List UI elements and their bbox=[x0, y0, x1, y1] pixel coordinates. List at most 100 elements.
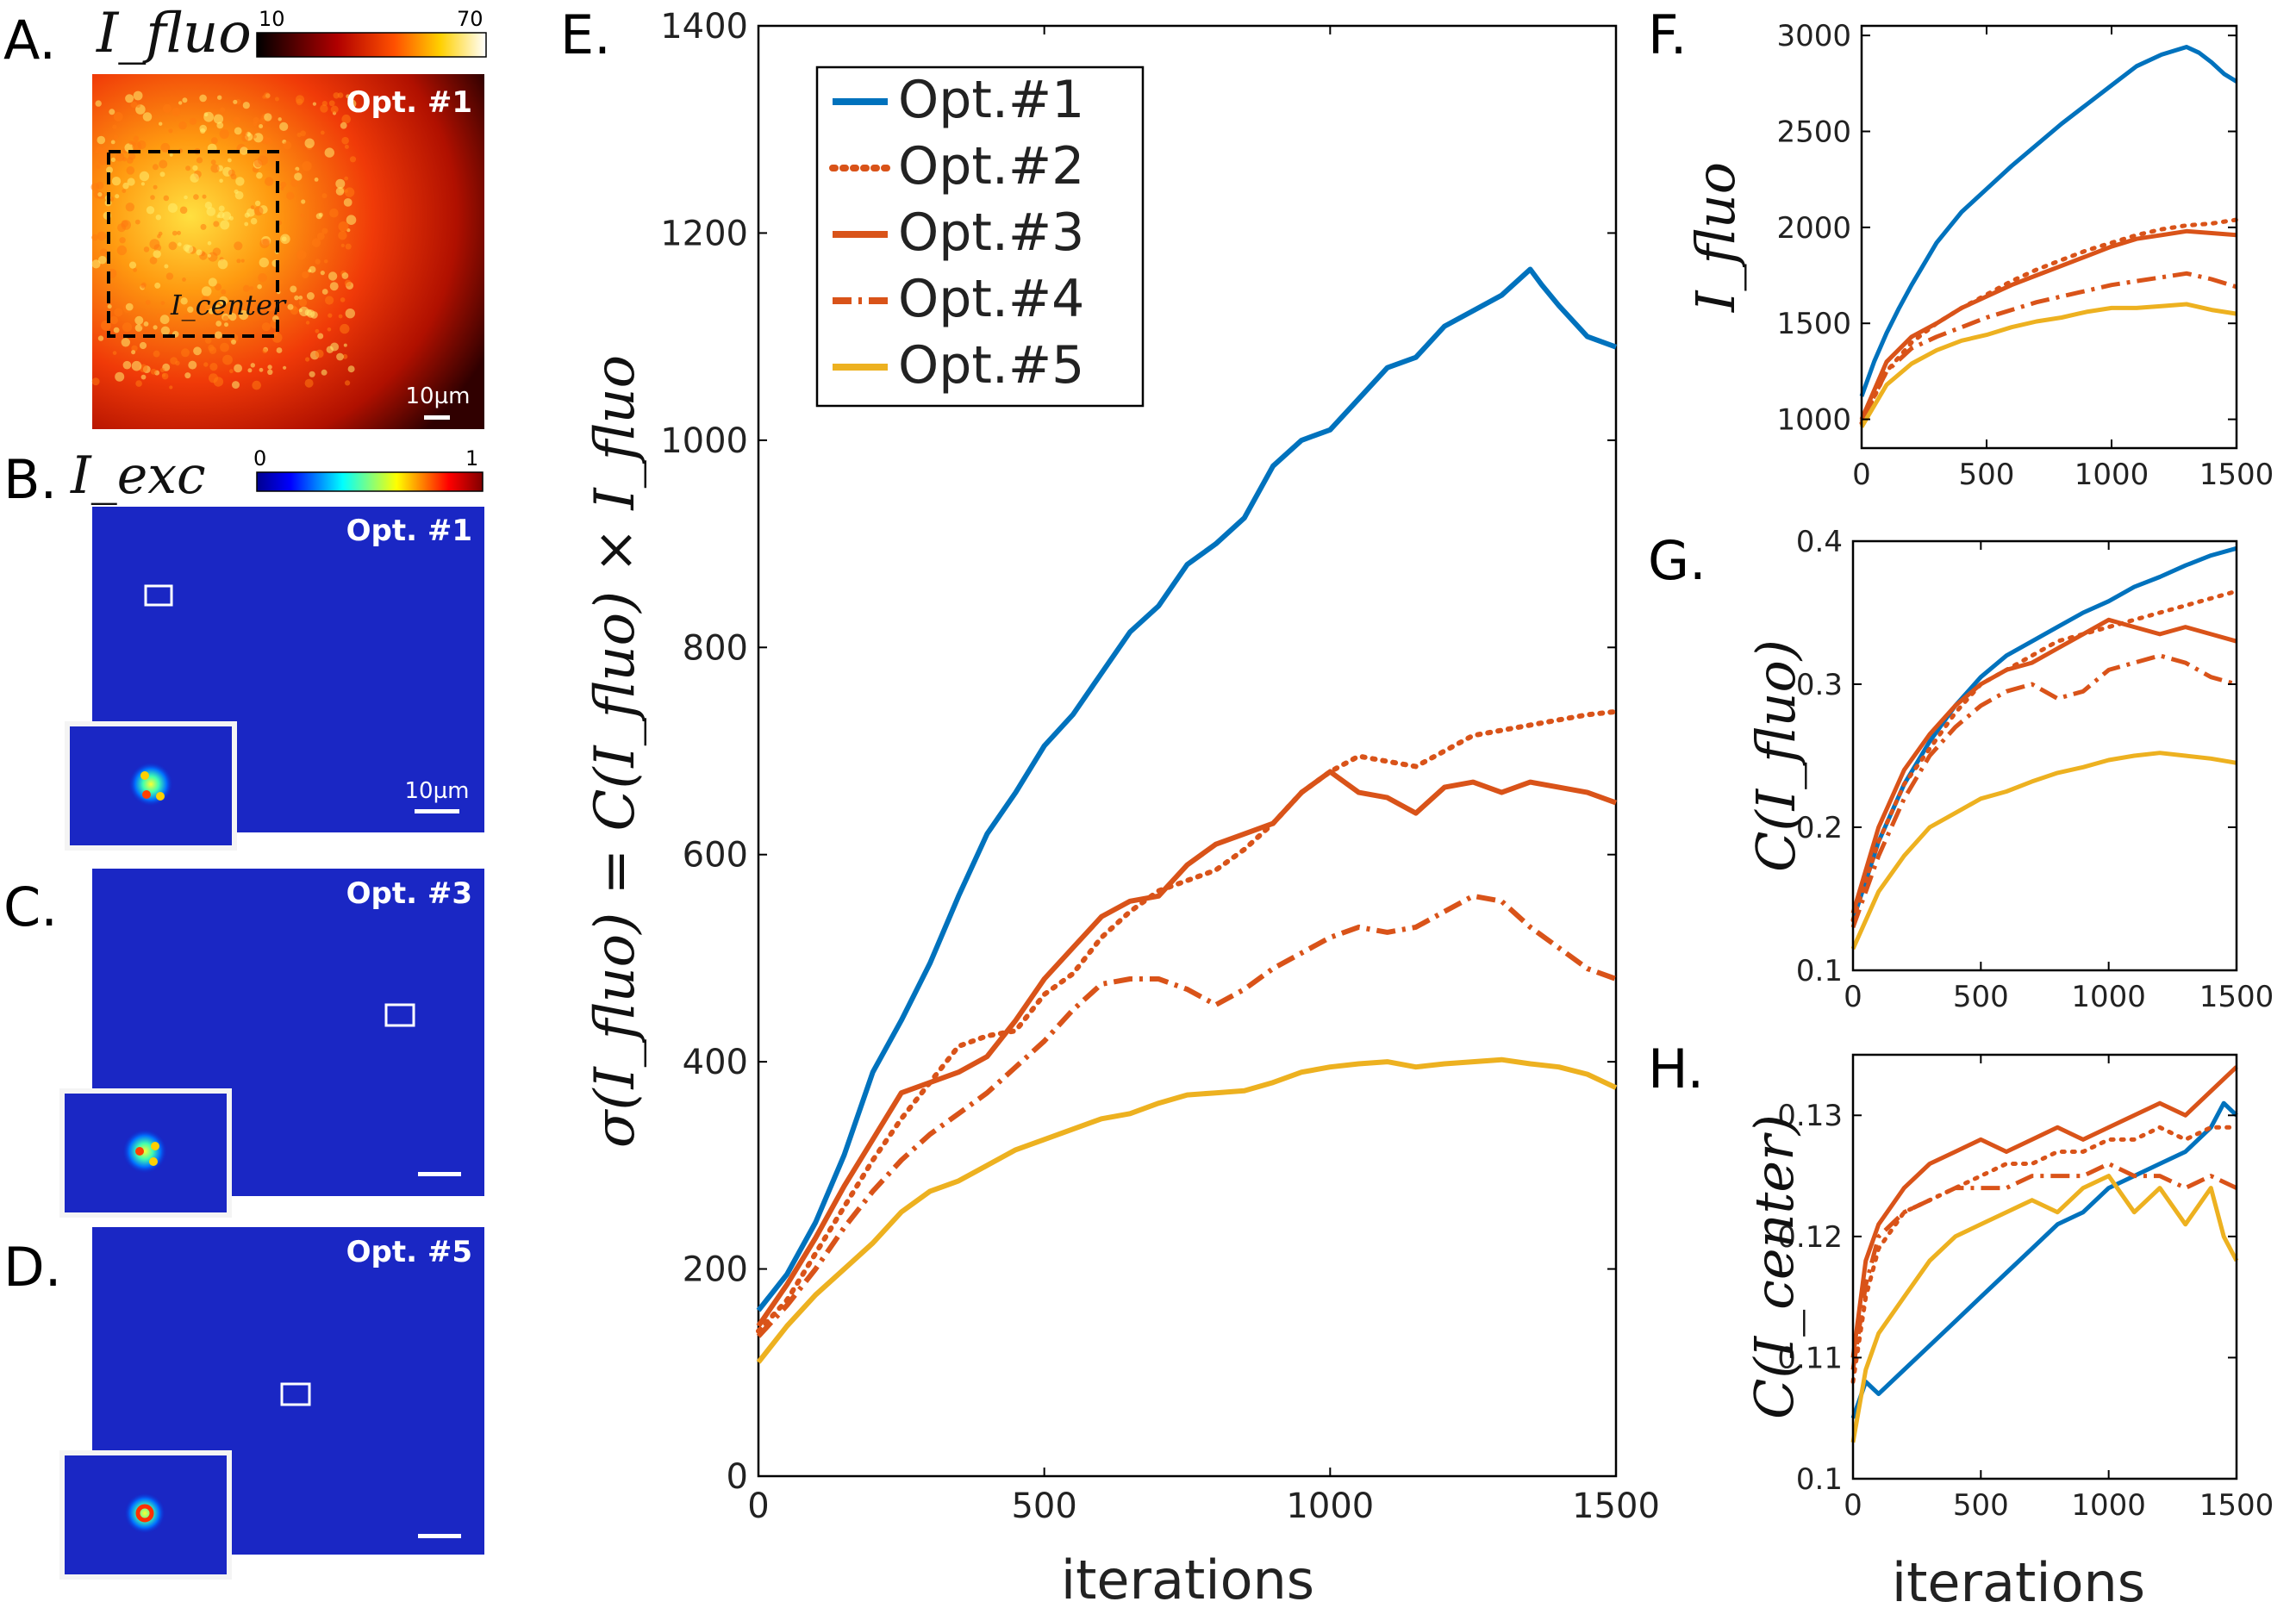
h-ylabel: C(I_center) bbox=[1743, 1114, 1806, 1419]
a-speckle-dot bbox=[283, 140, 292, 150]
e-ytick-label: 200 bbox=[683, 1250, 748, 1290]
a-speckle-dot bbox=[343, 198, 353, 207]
a-speckle-dot bbox=[259, 257, 269, 268]
a-speckle-dot bbox=[213, 114, 224, 124]
f-ytick-label: 2500 bbox=[1776, 115, 1851, 149]
a-speckle-dot bbox=[113, 112, 123, 122]
a-speckle-dot bbox=[139, 341, 147, 350]
a-speckle-dot bbox=[162, 103, 172, 113]
a-speckle-dot bbox=[338, 221, 349, 232]
a-speckle-dot bbox=[140, 284, 146, 290]
e-xtick-label: 1500 bbox=[1572, 1486, 1660, 1526]
a-speckle-dot bbox=[341, 272, 349, 279]
d-scalebar bbox=[418, 1534, 461, 1538]
a-speckle-dot bbox=[242, 284, 250, 292]
f-series-opt4 bbox=[1859, 271, 2237, 422]
a-speckle-dot bbox=[262, 238, 271, 246]
a-speckle-dot bbox=[167, 203, 178, 213]
a-speckle-dot bbox=[209, 363, 218, 371]
a-image-label: I_fluo bbox=[96, 2, 252, 65]
a-speckle-dot bbox=[142, 112, 153, 122]
a-speckle-dot bbox=[320, 271, 325, 276]
f-series-opt1 bbox=[1859, 45, 2238, 397]
f-xtick-label: 0 bbox=[1852, 458, 1871, 492]
a-speckle-dot bbox=[155, 215, 161, 221]
a-roi-label: I_center bbox=[170, 289, 287, 321]
a-speckle-dot bbox=[309, 265, 316, 273]
a-speckle-dot bbox=[344, 189, 348, 193]
a-speckle-dot bbox=[246, 208, 255, 217]
g-plot-frame bbox=[1851, 539, 2238, 972]
e-series-opt2 bbox=[756, 708, 1619, 1334]
a-speckle-dot bbox=[296, 250, 307, 260]
a-speckle-dot bbox=[347, 99, 357, 109]
e-series-opt5 bbox=[756, 1056, 1618, 1364]
c-scalebar bbox=[418, 1172, 461, 1176]
a-speckle-dot bbox=[134, 219, 140, 225]
e-plot-frame bbox=[757, 24, 1618, 1478]
a-speckle-dot bbox=[135, 380, 142, 387]
h-series-opt3 bbox=[1850, 1065, 2238, 1358]
a-speckle-dot bbox=[250, 205, 255, 209]
f-series-opt3 bbox=[1859, 228, 2237, 421]
a-speckle-dot bbox=[131, 350, 136, 355]
e-xlabel: iterations bbox=[1061, 1549, 1314, 1608]
a-speckle-dot bbox=[287, 303, 294, 310]
a-speckle-dot bbox=[110, 140, 115, 145]
a-speckle-dot bbox=[143, 321, 149, 327]
h-series-opt1 bbox=[1850, 1100, 2238, 1419]
a-speckle-dot bbox=[295, 95, 305, 104]
a-colorbar-min: 10 bbox=[259, 7, 285, 31]
d-opt-tag: Opt. #5 bbox=[346, 1235, 472, 1269]
a-speckle-dot bbox=[97, 135, 106, 145]
a-speckle-dot bbox=[217, 95, 222, 100]
a-speckle-dot bbox=[208, 344, 215, 352]
panel-label-a: A. bbox=[3, 9, 56, 72]
legend-label-opt3: Opt.#3 bbox=[898, 203, 1084, 263]
a-speckle-dot bbox=[276, 347, 283, 353]
a-speckle-dot bbox=[256, 171, 263, 179]
f-series-opt2 bbox=[1859, 217, 2239, 426]
a-speckle-dot bbox=[267, 365, 272, 370]
a-speckle-dot bbox=[212, 247, 221, 256]
a-speckle-dot bbox=[156, 314, 161, 318]
a-speckle-dot bbox=[200, 223, 207, 230]
a-speckle-dot bbox=[179, 206, 188, 215]
h-xtick-label: 0 bbox=[1844, 1488, 1862, 1523]
a-speckle-dot bbox=[290, 179, 298, 187]
a-speckle-dot bbox=[329, 282, 339, 291]
a-speckle-dot bbox=[305, 357, 310, 362]
a-speckle-dot bbox=[146, 206, 155, 215]
g-ytick-label: 0.2 bbox=[1796, 811, 1843, 845]
a-speckle-dot bbox=[160, 326, 171, 335]
a-speckle-dot bbox=[187, 306, 194, 313]
a-speckle-dot bbox=[254, 200, 261, 207]
a-speckle-dot bbox=[253, 116, 259, 123]
a-speckle-dot bbox=[320, 130, 325, 135]
e-xtick-label: 500 bbox=[1011, 1486, 1076, 1526]
a-speckle-dot bbox=[341, 136, 349, 145]
a-speckle-dot bbox=[165, 272, 174, 280]
a-speckle-dot bbox=[113, 327, 120, 333]
f-plot-frame bbox=[1860, 24, 2238, 450]
a-speckle-dot bbox=[280, 181, 287, 188]
a-speckle-dot bbox=[161, 372, 169, 380]
a-speckle-dot bbox=[253, 159, 263, 168]
a-speckle-dot bbox=[345, 380, 351, 386]
h-xtick-label: 1500 bbox=[2199, 1488, 2274, 1523]
a-speckle-dot bbox=[206, 207, 216, 216]
a-speckle-dot bbox=[345, 309, 355, 319]
a-speckle-dot bbox=[242, 102, 250, 109]
a-speckle-dot bbox=[219, 178, 223, 184]
a-speckle-dot bbox=[231, 339, 236, 345]
a-speckle-dot bbox=[159, 315, 170, 325]
a-speckle-dot bbox=[98, 255, 107, 265]
a-speckle-dot bbox=[213, 221, 220, 227]
a-speckle-dot bbox=[338, 231, 347, 240]
a-speckle-dot bbox=[263, 92, 271, 99]
a-speckle-dot bbox=[163, 195, 170, 202]
e-ytick-label: 400 bbox=[683, 1043, 748, 1082]
a-speckle-dot bbox=[220, 342, 229, 352]
